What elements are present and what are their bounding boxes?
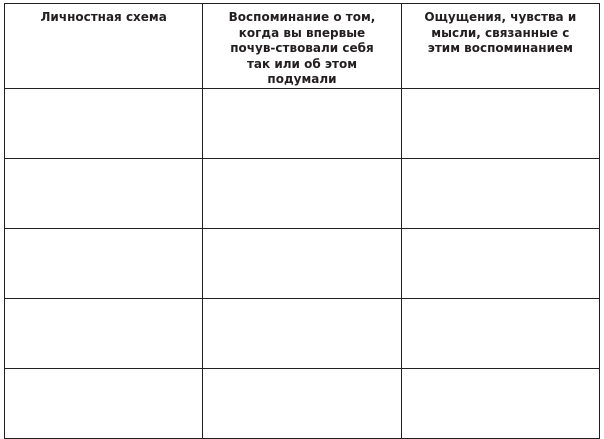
table-row [3, 298, 601, 369]
table-row [3, 88, 601, 159]
header-personal-schema: Личностная схема [3, 3, 204, 89]
table-cell[interactable] [400, 228, 601, 299]
table-cell[interactable] [3, 88, 204, 159]
header-row: Личностная схема Воспоминание о том, ког… [3, 3, 601, 89]
table-cell[interactable] [400, 158, 601, 229]
header-text: Личностная схема [40, 10, 167, 24]
table-row [3, 158, 601, 229]
header-feelings: Ощущения, чувства и мысли, связанные с э… [400, 3, 601, 89]
table-cell[interactable] [3, 158, 204, 229]
table-cell[interactable] [3, 368, 204, 439]
header-memory: Воспоминание о том, когда вы впервые поч… [202, 3, 402, 89]
table-row [3, 228, 601, 299]
table-cell[interactable] [400, 368, 601, 439]
header-text: Ощущения, чувства и мысли, связанные с э… [424, 10, 577, 55]
table-cell[interactable] [202, 298, 402, 369]
table-cell[interactable] [202, 88, 402, 159]
schema-memory-table: Личностная схема Воспоминание о том, ког… [3, 3, 601, 439]
table-cell[interactable] [400, 298, 601, 369]
table-cell[interactable] [3, 228, 204, 299]
table-cell[interactable] [202, 158, 402, 229]
table-row [3, 368, 601, 439]
table-cell[interactable] [202, 368, 402, 439]
table-cell[interactable] [202, 228, 402, 299]
table-cell[interactable] [400, 88, 601, 159]
table-cell[interactable] [3, 298, 204, 369]
header-text: Воспоминание о том, когда вы впервые поч… [228, 10, 376, 86]
